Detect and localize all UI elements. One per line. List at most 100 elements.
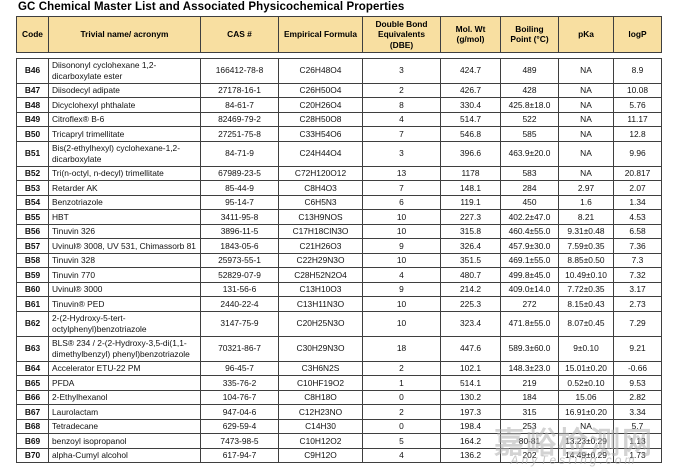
cell-pka: 9±0.10 <box>558 335 614 362</box>
cell-dbe: 2 <box>362 82 441 98</box>
cell-cas: 166412-78-8 <box>200 57 279 84</box>
cell-boiling_point: 522 <box>500 111 559 127</box>
cell-boiling_point: 219 <box>500 375 559 391</box>
cell-formula: C20H26O4 <box>278 97 363 113</box>
cell-boiling_point: 499.8±45.0 <box>500 267 559 283</box>
cell-pka: 0.52±0.10 <box>558 375 614 391</box>
cell-name: Bis(2-ethylhexyl) cyclohexane-1,2-dicarb… <box>48 140 201 167</box>
cell-logp: 9.53 <box>613 375 662 391</box>
table-row-B51: B51 Bis(2-ethylhexyl) cyclohexane-1,2-dic… <box>16 140 662 167</box>
cell-formula: C13H11N3O <box>278 296 363 312</box>
cell-name: Tri(n-octyl, n-decyl) trimellitate <box>48 165 201 181</box>
cell-code: B50 <box>16 126 49 142</box>
cell-code: B59 <box>16 267 49 283</box>
cell-code: B63 <box>16 335 49 362</box>
cell-logp: 1.73 <box>613 447 662 463</box>
cell-mol_wt: 1178 <box>440 165 501 181</box>
cell-formula: C24H44O4 <box>278 140 363 167</box>
table-row-B57: B57 Uvinul® 3008, UV 531, Chimassorb 81 18… <box>16 238 662 254</box>
cell-code: B61 <box>16 296 49 312</box>
cell-pka: NA <box>558 126 614 142</box>
cell-mol_wt: 214.2 <box>440 281 501 297</box>
cell-boiling_point: 80-81 <box>500 433 559 449</box>
cell-boiling_point: 457.9±30.0 <box>500 238 559 254</box>
table-row-B59: B59 Tinuvin 770 52829-07-9 C28H52N2O4 4 480.7… <box>16 267 662 283</box>
cell-name: Citroflex® B-6 <box>48 111 201 127</box>
cell-code: B52 <box>16 165 49 181</box>
cell-formula: C8H4O3 <box>278 180 363 196</box>
cell-dbe: 5 <box>362 433 441 449</box>
cell-formula: C10HF19O2 <box>278 375 363 391</box>
table-row-B64: B64 Accelerator ETU-22 PM 96-45-7 C3H6N2S 2 1… <box>16 360 662 376</box>
cell-cas: 947-04-6 <box>200 404 279 420</box>
cell-name: Diisodecyl adipate <box>48 82 201 98</box>
cell-name: Tinuvin 326 <box>48 223 201 239</box>
cell-formula: C28H52N2O4 <box>278 267 363 283</box>
table-row-B54: B54 Benzotriazole 95-14-7 C6H5N3 6 119.1 450 1.… <box>16 194 662 210</box>
cell-dbe: 13 <box>362 165 441 181</box>
cell-name: Dicyclohexyl phthalate <box>48 97 201 113</box>
cell-cas: 96-45-7 <box>200 360 279 376</box>
cell-code: B53 <box>16 180 49 196</box>
cell-dbe: 4 <box>362 111 441 127</box>
cell-pka: 7.72±0.35 <box>558 281 614 297</box>
cell-code: B70 <box>16 447 49 463</box>
cell-formula: C33H54O6 <box>278 126 363 142</box>
cell-boiling_point: 469.1±55.0 <box>500 252 559 268</box>
table-row-B46: B46 Diisononyl cyclohexane 1,2-dicarboxyl… <box>16 57 662 84</box>
column-header-boiling_point: Boiling Point (°C) <box>500 16 559 53</box>
table-row-B68: B68 Tetradecane 629-59-4 C14H30 0 198.4 253 NA 5… <box>16 418 662 434</box>
cell-name: Tricapryl trimellitate <box>48 126 201 142</box>
cell-mol_wt: 426.7 <box>440 82 501 98</box>
cell-logp: 9.96 <box>613 140 662 167</box>
cell-boiling_point: 253 <box>500 418 559 434</box>
cell-mol_wt: 351.5 <box>440 252 501 268</box>
cell-logp: -0.66 <box>613 360 662 376</box>
cell-mol_wt: 480.7 <box>440 267 501 283</box>
cell-cas: 7473-98-5 <box>200 433 279 449</box>
cell-mol_wt: 164.2 <box>440 433 501 449</box>
cell-name: Tetradecane <box>48 418 201 434</box>
cell-code: B56 <box>16 223 49 239</box>
cell-dbe: 0 <box>362 418 441 434</box>
cell-name: Tinuvin 328 <box>48 252 201 268</box>
cell-pka: 14.49±0.29 <box>558 447 614 463</box>
chemical-master-table: B46 Diisononyl cyclohexane 1,2-dicarboxyl… <box>16 57 662 463</box>
cell-boiling_point: 425.8±18.0 <box>500 97 559 113</box>
table-row-B66: B66 2-Ethylhexanol 104-76-7 C8H18O 0 130.2 184… <box>16 389 662 405</box>
cell-mol_wt: 546.8 <box>440 126 501 142</box>
cell-logp: 1.34 <box>613 194 662 210</box>
cell-formula: C10H12O2 <box>278 433 363 449</box>
cell-name: Benzotriazole <box>48 194 201 210</box>
cell-code: B51 <box>16 140 49 167</box>
cell-name: Uvinul® 3008, UV 531, Chimassorb 81 <box>48 238 201 254</box>
table-row-B55: B55 HBT 3411-95-8 C13H9NOS 10 227.3 402.2±47.0… <box>16 209 662 225</box>
cell-code: B47 <box>16 82 49 98</box>
cell-formula: C12H23NO <box>278 404 363 420</box>
cell-mol_wt: 136.2 <box>440 447 501 463</box>
cell-cas: 82469-79-2 <box>200 111 279 127</box>
cell-pka: NA <box>558 82 614 98</box>
cell-cas: 104-76-7 <box>200 389 279 405</box>
cell-logp: 1.13 <box>613 433 662 449</box>
cell-cas: 27178-16-1 <box>200 82 279 98</box>
cell-code: B67 <box>16 404 49 420</box>
cell-mol_wt: 198.4 <box>440 418 501 434</box>
table-row-B47: B47 Diisodecyl adipate 27178-16-1 C26H50O4 2… <box>16 82 662 98</box>
cell-code: B48 <box>16 97 49 113</box>
cell-pka: 16.91±0.20 <box>558 404 614 420</box>
cell-dbe: 4 <box>362 267 441 283</box>
cell-boiling_point: 184 <box>500 389 559 405</box>
cell-boiling_point: 284 <box>500 180 559 196</box>
cell-logp: 2.82 <box>613 389 662 405</box>
cell-pka: 9.31±0.48 <box>558 223 614 239</box>
cell-boiling_point: 202 <box>500 447 559 463</box>
cell-code: B66 <box>16 389 49 405</box>
cell-formula: C3H6N2S <box>278 360 363 376</box>
cell-name: Accelerator ETU-22 PM <box>48 360 201 376</box>
cell-boiling_point: 471.8±55.0 <box>500 310 559 337</box>
cell-cas: 70321-86-7 <box>200 335 279 362</box>
cell-cas: 84-61-7 <box>200 97 279 113</box>
cell-dbe: 2 <box>362 360 441 376</box>
